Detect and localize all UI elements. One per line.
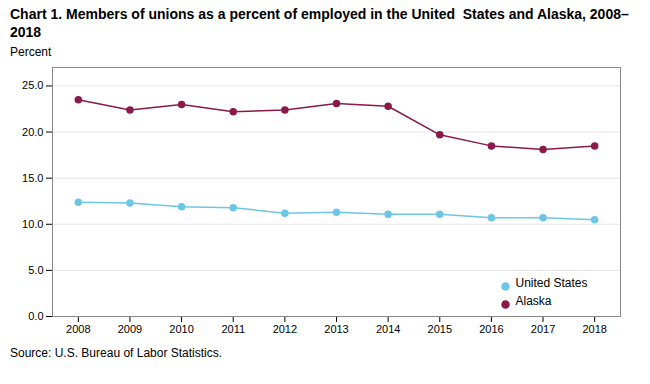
svg-text:2010: 2010 — [169, 323, 193, 335]
svg-text:2014: 2014 — [376, 323, 400, 335]
svg-text:25.0: 25.0 — [22, 79, 43, 91]
svg-text:15.0: 15.0 — [22, 172, 43, 184]
html-text:Percent: Percent — [10, 45, 52, 59]
svg-text:20.0: 20.0 — [22, 126, 43, 138]
svg-text:2017: 2017 — [531, 323, 555, 335]
svg-text:2016: 2016 — [479, 323, 503, 335]
svg-text:0.0: 0.0 — [28, 310, 43, 322]
svg-text:5.0: 5.0 — [28, 264, 43, 276]
svg-text:United States: United States — [516, 276, 588, 290]
html-text:Chart 1. Members of unions as: Chart 1. Members of unions as a percent … — [10, 6, 629, 40]
svg-text:2011: 2011 — [221, 323, 245, 335]
svg-text:Alaska: Alaska — [516, 294, 552, 308]
svg-text:10.0: 10.0 — [22, 218, 43, 230]
svg-text:2015: 2015 — [428, 323, 452, 335]
svg-text:2009: 2009 — [118, 323, 142, 335]
svg-text:2018: 2018 — [582, 323, 606, 335]
svg-text:2012: 2012 — [273, 323, 297, 335]
svg-text:2008: 2008 — [66, 323, 90, 335]
html-text:Source: U.S. Bureau of Labor S: Source: U.S. Bureau of Labor Statistics. — [10, 346, 223, 360]
svg-text:2013: 2013 — [324, 323, 348, 335]
